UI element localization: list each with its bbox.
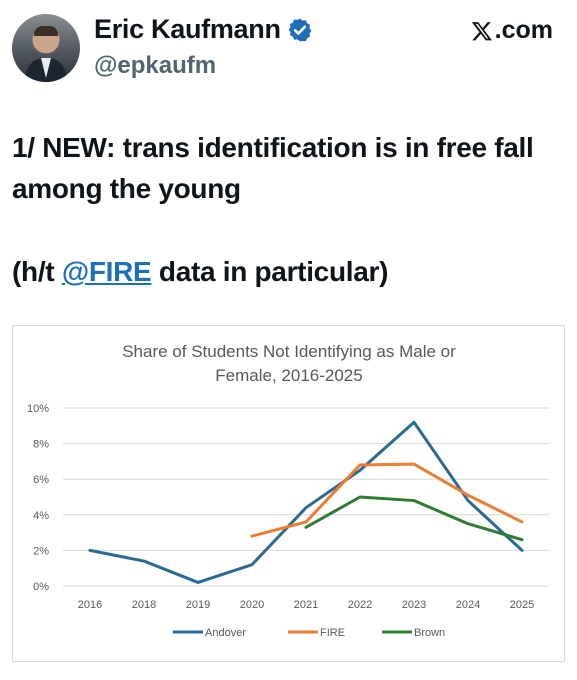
- chart-title-line: Female, 2016-2025: [215, 366, 362, 385]
- y-tick-label: 6%: [33, 474, 49, 486]
- x-tick-label: 2016: [78, 599, 102, 611]
- tweet-header: Eric Kaufmann @epkaufm .com: [0, 0, 577, 100]
- series-line-brown: [304, 495, 524, 542]
- tweet-line-2: (h/t @FIRE data in particular): [12, 251, 562, 292]
- x-tick-label: 2022: [348, 599, 372, 611]
- site-badge[interactable]: .com: [471, 16, 553, 45]
- y-tick-label: 10%: [27, 403, 49, 415]
- tweet-text: 1/ NEW: trans identification is in free …: [12, 127, 562, 292]
- x-tick-label: 2019: [186, 599, 210, 611]
- y-tick-label: 0%: [33, 581, 49, 593]
- mention-link[interactable]: @FIRE: [61, 256, 152, 287]
- tweet-line-1: 1/ NEW: trans identification is in free …: [12, 132, 534, 204]
- x-tick-label: 2021: [294, 599, 318, 611]
- x-tick-label: 2020: [240, 599, 264, 611]
- legend-label-brown: Brown: [414, 627, 445, 639]
- handle[interactable]: @epkaufm: [94, 52, 217, 79]
- legend-label-fire: FIRE: [320, 627, 345, 639]
- paragraph-gap: [12, 209, 562, 251]
- series-line-andover: [88, 420, 524, 584]
- avatar-shirt: [41, 58, 51, 78]
- y-tick-label: 8%: [33, 439, 49, 451]
- y-tick-label: 4%: [33, 510, 49, 522]
- chart-title-line: Share of Students Not Identifying as Mal…: [122, 342, 456, 361]
- x-tick-label: 2025: [510, 599, 534, 611]
- line-chart: Share of Students Not Identifying as Mal…: [27, 342, 549, 639]
- x-logo-icon: [471, 21, 492, 40]
- x-tick-label: 2023: [402, 599, 426, 611]
- chart-image[interactable]: Share of Students Not Identifying as Mal…: [12, 325, 565, 662]
- legend-label-andover: Andover: [205, 627, 246, 639]
- tweet-line-2-prefix: (h/t: [12, 256, 62, 287]
- name-row: Eric Kaufmann: [94, 14, 313, 45]
- tweet-line-2-suffix: data in particular): [151, 256, 389, 287]
- y-tick-label: 2%: [33, 545, 49, 557]
- avatar-hair: [34, 26, 58, 36]
- site-label: .com: [494, 16, 553, 44]
- series-line-fire: [250, 462, 524, 538]
- avatar[interactable]: [12, 14, 80, 82]
- verified-badge-icon: [288, 18, 312, 41]
- display-name[interactable]: Eric Kaufmann: [94, 14, 281, 44]
- x-tick-label: 2024: [456, 599, 480, 611]
- x-tick-label: 2018: [132, 599, 156, 611]
